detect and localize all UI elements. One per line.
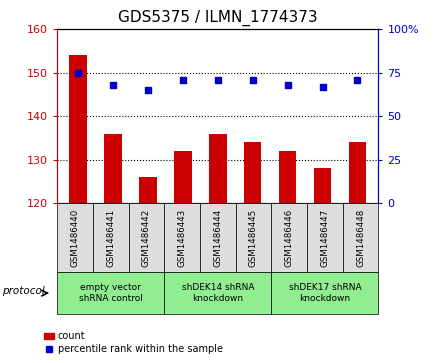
- Point: [75, 70, 82, 76]
- Bar: [279, 151, 297, 203]
- Point: [319, 83, 326, 89]
- Text: GSM1486444: GSM1486444: [213, 209, 222, 267]
- Text: empty vector
shRNA control: empty vector shRNA control: [79, 284, 143, 303]
- Legend: count, percentile rank within the sample: count, percentile rank within the sample: [40, 327, 227, 358]
- Text: protocol: protocol: [2, 286, 45, 296]
- Bar: [209, 134, 227, 203]
- Text: GSM1486443: GSM1486443: [178, 209, 187, 267]
- Point: [180, 77, 187, 82]
- Point: [110, 82, 117, 88]
- Bar: [104, 134, 122, 203]
- Point: [144, 87, 151, 93]
- Point: [354, 77, 361, 82]
- Bar: [244, 142, 261, 203]
- Text: GSM1486442: GSM1486442: [142, 209, 151, 267]
- Text: GSM1486440: GSM1486440: [70, 209, 80, 267]
- Text: GSM1486446: GSM1486446: [285, 209, 293, 267]
- Text: GSM1486441: GSM1486441: [106, 209, 115, 267]
- Point: [214, 77, 221, 82]
- Bar: [70, 55, 87, 203]
- Text: shDEK17 shRNA
knockdown: shDEK17 shRNA knockdown: [289, 284, 361, 303]
- Text: GSM1486448: GSM1486448: [356, 209, 365, 267]
- Bar: [139, 177, 157, 203]
- Title: GDS5375 / ILMN_1774373: GDS5375 / ILMN_1774373: [118, 10, 318, 26]
- Text: GSM1486447: GSM1486447: [320, 209, 330, 267]
- Point: [284, 82, 291, 88]
- Text: GSM1486445: GSM1486445: [249, 209, 258, 267]
- Bar: [349, 142, 366, 203]
- Point: [249, 77, 256, 82]
- Bar: [174, 151, 191, 203]
- Text: shDEK14 shRNA
knockdown: shDEK14 shRNA knockdown: [182, 284, 254, 303]
- Bar: [314, 168, 331, 203]
